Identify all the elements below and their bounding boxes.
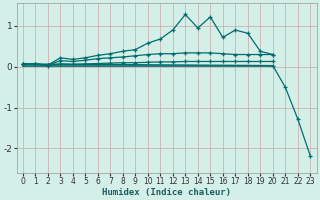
X-axis label: Humidex (Indice chaleur): Humidex (Indice chaleur) — [102, 188, 231, 197]
